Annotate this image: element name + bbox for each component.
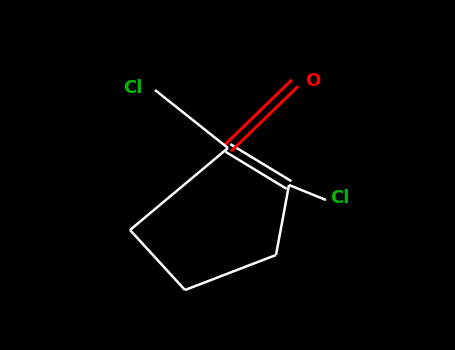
Text: O: O: [305, 72, 320, 90]
Text: Cl: Cl: [124, 79, 143, 97]
Text: Cl: Cl: [330, 189, 349, 207]
